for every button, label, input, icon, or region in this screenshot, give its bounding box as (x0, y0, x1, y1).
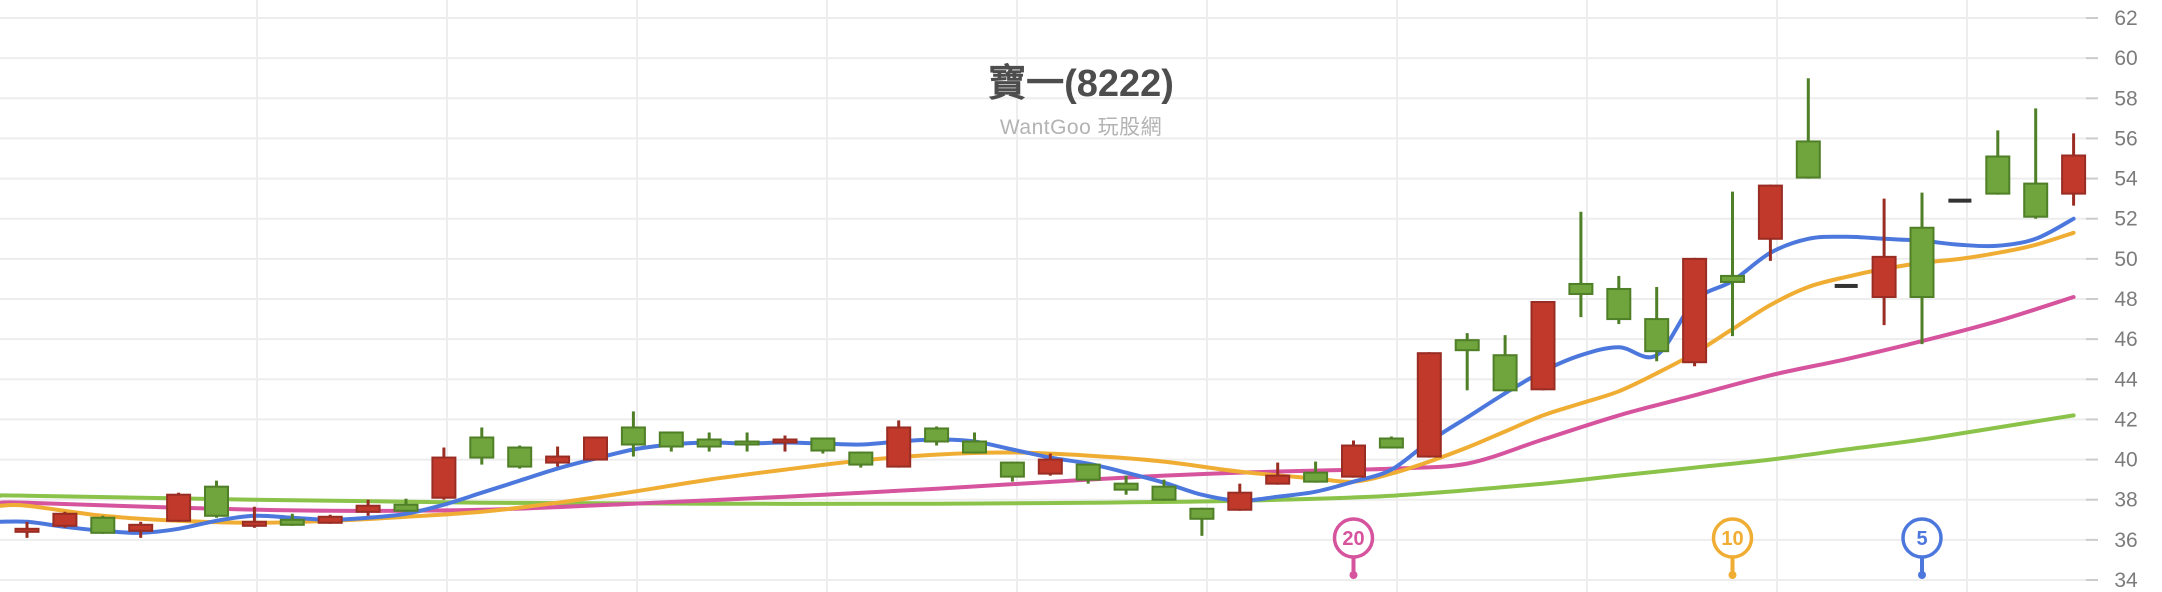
candle-up[interactable] (1530, 301, 1556, 391)
candle-up[interactable] (166, 493, 192, 522)
candle-up[interactable] (886, 426, 912, 468)
y-axis-tick-label: 36 (2114, 529, 2137, 552)
candle-up[interactable] (583, 436, 608, 461)
candle-up[interactable] (317, 515, 343, 524)
watermark-subtitle: WantGoo 玩股網 (999, 116, 1163, 139)
candle-down[interactable] (810, 437, 836, 452)
y-axis-tick-label: 60 (2114, 47, 2137, 70)
candle-up[interactable] (355, 504, 381, 513)
candle-down[interactable] (1795, 140, 1821, 179)
y-axis-tick-label: 46 (2114, 328, 2137, 351)
page-title: 寶一(8222) (988, 63, 1174, 105)
candle-flat[interactable] (1948, 198, 1972, 203)
candle-up[interactable] (1037, 458, 1063, 475)
candle-up[interactable] (1757, 184, 1783, 240)
candle-up[interactable] (1871, 255, 1897, 298)
candle-up[interactable] (545, 455, 571, 464)
candle-down[interactable] (1606, 287, 1632, 321)
candle-up[interactable] (431, 456, 457, 499)
y-axis-tick-label: 44 (2114, 368, 2138, 391)
ma-pin-foot (1728, 571, 1737, 579)
candle-down[interactable] (1378, 437, 1404, 449)
candle-up[interactable] (14, 527, 40, 533)
candle-down[interactable] (1644, 318, 1670, 353)
candle-up[interactable] (2061, 154, 2087, 195)
candle-down[interactable] (962, 440, 987, 454)
y-axis-tick-label: 56 (2114, 127, 2137, 150)
y-axis-tick-label: 38 (2114, 489, 2137, 512)
ma-pin-label-5: 5 (1916, 528, 1927, 550)
candle-down[interactable] (1151, 485, 1177, 501)
candle-up[interactable] (1227, 491, 1253, 511)
candle-down[interactable] (1492, 354, 1518, 392)
y-axis-tick-label: 42 (2114, 408, 2137, 431)
candle-down[interactable] (1075, 463, 1101, 481)
y-axis-tick-label: 52 (2114, 208, 2137, 231)
y-axis-tick-label: 34 (2114, 569, 2138, 592)
candle-down[interactable] (696, 438, 722, 448)
candle-down[interactable] (620, 426, 646, 446)
candle-up[interactable] (52, 512, 78, 527)
candle-up[interactable] (241, 520, 267, 527)
y-axis-tick-label: 58 (2114, 87, 2137, 110)
ma-pin-circle-10 (1711, 517, 1754, 559)
candle-down[interactable] (507, 446, 533, 468)
ma-pin-circle-20 (1332, 517, 1375, 559)
y-axis-tick-label: 40 (2114, 449, 2137, 472)
candle-down[interactable] (469, 436, 495, 459)
ma-pin-circle-5 (1901, 517, 1943, 559)
candle-down[interactable] (658, 431, 684, 448)
ma-pin-label-10: 10 (1721, 528, 1743, 550)
candle-down[interactable] (848, 451, 874, 466)
candle-down[interactable] (1909, 226, 1935, 298)
candle-down[interactable] (393, 503, 419, 512)
candle-up[interactable] (772, 438, 798, 444)
candle-down[interactable] (204, 485, 229, 517)
ma-pin-foot (1918, 571, 1926, 579)
candle-down[interactable] (2023, 182, 2049, 218)
candle-up[interactable] (1682, 257, 1708, 364)
ma-pin-label-20: 20 (1342, 528, 1364, 550)
candle-down[interactable] (999, 461, 1025, 478)
candle-up[interactable] (1265, 474, 1291, 485)
ma-line-ma60 (0, 413, 2076, 506)
candle-down[interactable] (1720, 274, 1745, 283)
ma-pin-foot (1349, 571, 1358, 579)
ma-line-ma20 (0, 295, 2076, 513)
candle-down[interactable] (279, 518, 305, 526)
y-axis-tick-label: 50 (2114, 248, 2137, 271)
candle-up[interactable] (128, 523, 154, 532)
candle-flat[interactable] (1834, 283, 1858, 288)
y-axis-tick-label: 54 (2114, 168, 2138, 191)
candle-down[interactable] (1303, 471, 1329, 483)
candle-down[interactable] (1113, 482, 1139, 491)
candle-down[interactable] (1568, 282, 1594, 295)
y-axis-tick-label: 62 (2114, 7, 2137, 30)
candle-down[interactable] (90, 516, 116, 534)
candle-down[interactable] (924, 427, 950, 443)
candle-up[interactable] (1341, 444, 1366, 478)
y-axis-tick-label: 48 (2114, 288, 2137, 311)
candle-down[interactable] (734, 440, 760, 446)
candle-down[interactable] (1454, 339, 1480, 352)
candle-down[interactable] (1189, 507, 1215, 520)
candle-down[interactable] (1985, 155, 2011, 195)
candle-up[interactable] (1416, 352, 1442, 458)
